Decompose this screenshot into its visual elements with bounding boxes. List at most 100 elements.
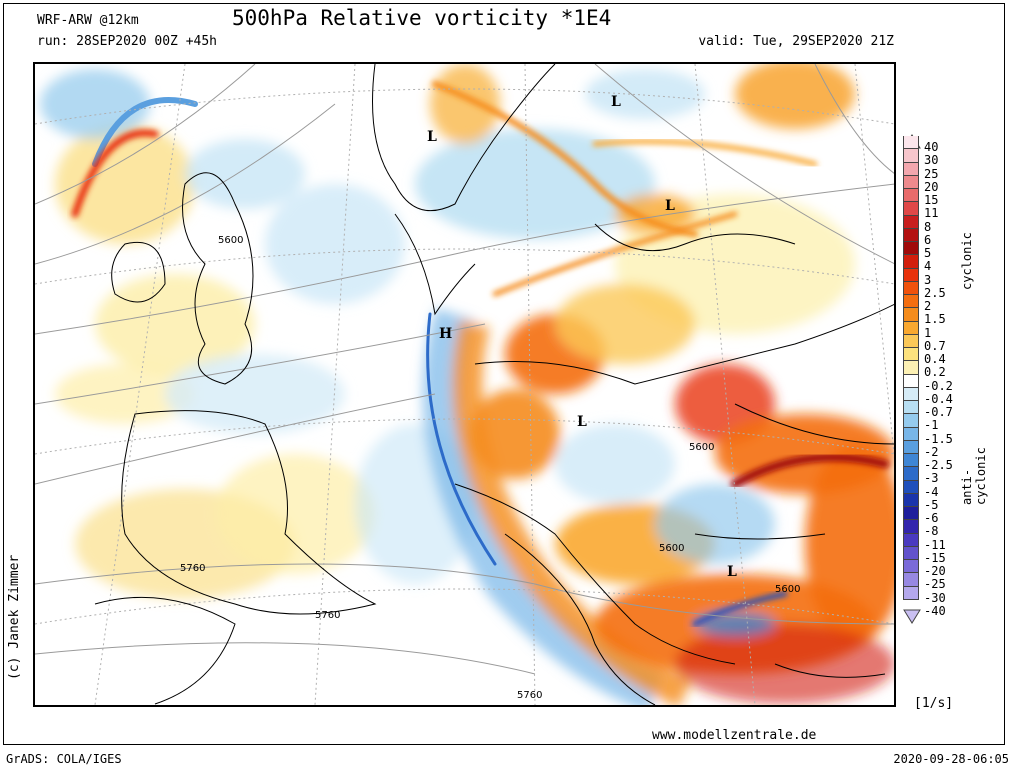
colorbar-tick-label: 1: [924, 325, 932, 340]
colorbar-tick-label: -4: [924, 484, 939, 499]
colorbar-swatch: [903, 546, 919, 560]
colorbar-swatch: [903, 427, 919, 441]
map-canvas: L L L L L H 5600 5600 5600 5600 5760 576…: [35, 64, 894, 705]
plot-frame: [3, 3, 1005, 745]
colorbar-tick-label: -0.7: [924, 405, 953, 419]
colorbar-swatch: [903, 255, 919, 269]
low-pressure-label: L: [665, 198, 675, 214]
contour-label: 5600: [689, 442, 714, 453]
colorbar-swatch: [903, 573, 919, 587]
colorbar-swatch: [903, 440, 919, 454]
run-label: run: 28SEP2020 00Z +45h: [37, 34, 218, 49]
graticule: [35, 64, 894, 705]
colorbar-tick-label: 0.2: [924, 365, 946, 380]
contour-label: 5760: [517, 690, 542, 701]
colorbar-swatch: [903, 401, 919, 415]
colorbar-tick-label: 2.5: [924, 285, 946, 300]
colorbar-swatch: [903, 454, 919, 468]
colorbar-swatch: [903, 480, 919, 494]
chart-title: 500hPa Relative vorticity *1E4: [232, 6, 612, 30]
cyclonic-label: cyclonic: [960, 232, 974, 290]
colorbar-tick-label: -1.5: [924, 431, 953, 446]
colorbar-tick-label: 25: [924, 166, 939, 181]
colorbar-tick-label: 30: [924, 153, 939, 168]
colorbar-tick-label: 1.5: [924, 312, 946, 327]
colorbar-tick-label: 3: [924, 272, 932, 287]
coastlines: [94, 64, 894, 705]
anticyclonic-label: anti-cyclonic: [960, 447, 988, 505]
contour-label: 5600: [659, 543, 684, 554]
vorticity-field: [40, 64, 894, 705]
colorbar-tick-label: -1: [924, 418, 939, 433]
pressure-centers: L L L L L H: [427, 94, 737, 580]
colorbar-swatch: [903, 295, 919, 309]
colorbar-swatch: [903, 560, 919, 574]
colorbar-tick-label: 11: [924, 206, 939, 221]
colorbar-tick-label: -3: [924, 471, 939, 486]
colorbar-swatch: [903, 520, 919, 534]
timestamp-label: 2020-09-28-06:05: [893, 752, 1009, 766]
colorbar-swatch: [903, 215, 919, 229]
contour-label: 5600: [775, 584, 800, 595]
colorbar-tick-label: -2.5: [924, 458, 953, 472]
colorbar-tick-label: -11: [924, 537, 946, 552]
unit-label: [1/s]: [914, 696, 954, 711]
contour-label: 5600: [218, 235, 243, 246]
colorbar-swatch: [903, 308, 919, 322]
colorbar-tick-label: 40: [924, 140, 939, 154]
colorbar-bottom-arrow: [903, 609, 921, 624]
colorbar-tick-label: -25: [924, 577, 946, 592]
colorbar-swatch: [903, 162, 919, 176]
colorbar-swatch: [903, 268, 919, 282]
colorbar-tick-label: -30: [924, 590, 946, 605]
colorbar-tick-label: -8: [924, 524, 939, 539]
colorbar-tick-label: -5: [924, 497, 939, 512]
low-pressure-label: L: [611, 94, 621, 110]
high-pressure-label: H: [439, 326, 452, 342]
colorbar-swatch: [903, 149, 919, 163]
colorbar-tick-label: 4: [924, 259, 932, 274]
colorbar-swatch: [903, 228, 919, 242]
valid-label: valid: Tue, 29SEP2020 21Z: [698, 34, 894, 49]
colorbar-tick-label: -0.4: [924, 391, 953, 406]
colorbar-tick-label: 5: [924, 246, 932, 260]
credit-label: (c) Janek Zimmer: [7, 554, 22, 680]
contour-label: 5760: [315, 610, 340, 621]
colorbar-swatch: [903, 348, 919, 362]
colorbar-tick-label: -2: [924, 444, 939, 459]
vorticity-map: L L L L L H 5600 5600 5600 5600 5760 576…: [33, 62, 896, 707]
model-label: WRF-ARW @12km: [37, 13, 139, 28]
website-label: www.modellzentrale.de: [652, 728, 817, 743]
colorbar-tick-label: -0.2: [924, 378, 953, 393]
colorbar-tick-label: 20: [924, 179, 939, 194]
colorbar-swatch: [903, 387, 919, 401]
geopotential-contours: [35, 64, 894, 675]
colorbar-swatch: [903, 361, 919, 375]
colorbar-swatch: [903, 533, 919, 547]
colorbar-swatch: [903, 467, 919, 481]
grads-label: GrADS: COLA/IGES: [6, 752, 122, 766]
colorbar-swatch: [903, 281, 919, 295]
colorbar-swatch: [903, 136, 919, 150]
colorbar-swatch: [903, 189, 919, 203]
colorbar-swatch: [903, 321, 919, 335]
colorbar-tick-label: 8: [924, 219, 932, 234]
colorbar-tick-label: -40: [924, 603, 946, 618]
colorbar-swatch: [903, 202, 919, 216]
colorbar-tick-label: 0.4: [924, 352, 946, 366]
colorbar-tick-label: -20: [924, 564, 946, 578]
colorbar-swatch: [903, 414, 919, 428]
colorbar-tick-label: 2: [924, 299, 932, 313]
colorbar: [903, 136, 919, 600]
colorbar-tick-label: 6: [924, 232, 932, 247]
colorbar-swatch: [903, 493, 919, 507]
colorbar-swatch: [903, 334, 919, 348]
colorbar-swatch: [903, 242, 919, 256]
colorbar-swatch: [903, 586, 919, 600]
low-pressure-label: L: [577, 414, 587, 430]
colorbar-swatch: [903, 507, 919, 521]
contour-label: 5760: [180, 563, 205, 574]
low-pressure-label: L: [427, 129, 437, 145]
colorbar-tick-label: 0.7: [924, 338, 946, 353]
contour-labels: 5600 5600 5600 5600 5760 5760 5760: [180, 235, 800, 701]
